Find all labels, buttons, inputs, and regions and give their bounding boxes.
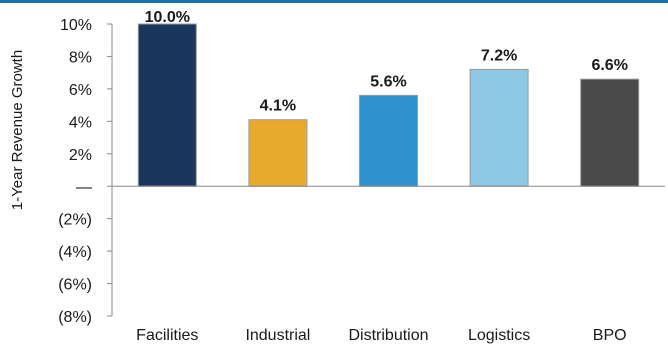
bar [248,119,308,187]
y-tick-label: 2% [69,147,92,164]
category-label: BPO [593,327,627,344]
y-tick-label: (6%) [58,277,92,294]
y-tick-label: 4% [69,114,92,131]
y-tick-label: (2%) [58,212,92,229]
data-label: 4.1% [260,98,296,115]
y-tick-label: (8%) [58,309,92,326]
data-label: 5.6% [370,73,406,90]
bar [137,23,197,187]
y-tick-label: 6% [69,82,92,99]
category-labels: Facilities Industrial Distribution Logistic… [136,327,626,344]
bars [137,23,640,187]
y-tick-label: (4%) [58,244,92,261]
category-label: Industrial [245,327,310,344]
y-axis-title: 1-Year Revenue Growth [9,50,26,210]
category-label: Logistics [468,327,530,344]
data-label: 7.2% [481,47,517,64]
data-label: 6.6% [591,57,627,74]
data-label: 10.0% [145,9,190,26]
category-label: Facilities [136,327,198,344]
y-tick-label: 8% [69,49,92,66]
bar [359,94,418,187]
category-label: Distribution [348,327,428,344]
y-tick-label: — [76,179,92,196]
y-tick-label: 10% [60,17,92,34]
bar [580,78,640,187]
data-labels: 10.0% 4.1% 5.6% 7.2% 6.6% [145,9,628,115]
top-rule [0,0,668,3]
bar [469,68,529,187]
y-axis-ticks: 10% 8% 6% 4% 2% — (2%) (4%) (6%) (8%) [58,17,112,326]
